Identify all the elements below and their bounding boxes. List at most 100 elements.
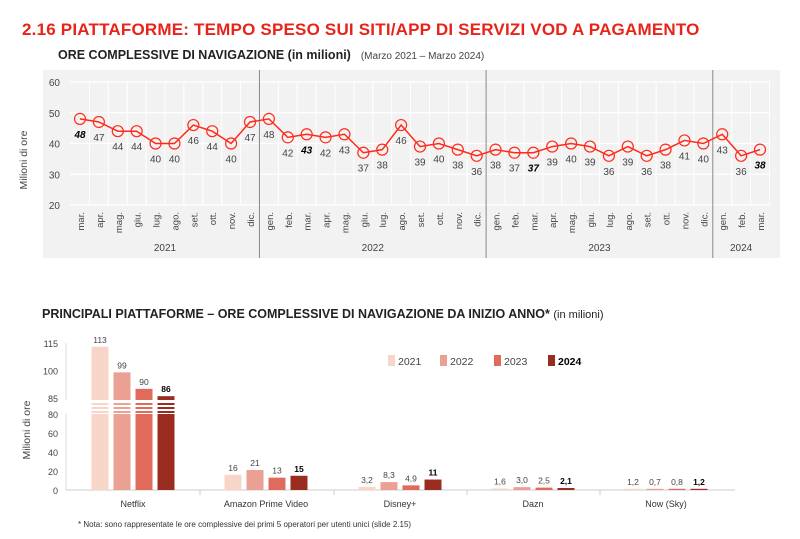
data-label: 21 xyxy=(250,458,260,468)
bar-chart-title-text: PRINCIPALI PIATTAFORME – ORE COMPLESSIVE… xyxy=(42,307,550,321)
bar-chart-unit: (in milioni) xyxy=(553,309,604,321)
x-tick-label: apr. xyxy=(548,212,559,228)
data-point xyxy=(659,143,672,156)
data-point xyxy=(678,134,691,147)
data-point xyxy=(583,140,597,153)
page-title: 2.16 PIATTAFORME: TEMPO SPESO SUI SITI/A… xyxy=(22,20,700,39)
x-tick-label: nov. xyxy=(680,212,691,229)
axis-break-stripe xyxy=(113,411,131,413)
data-label: 36 xyxy=(471,167,483,178)
bar xyxy=(690,488,708,490)
data-label: 40 xyxy=(226,155,238,166)
data-label: 40 xyxy=(150,155,162,166)
x-tick-label: mag. xyxy=(567,212,578,233)
data-point xyxy=(527,146,540,159)
data-label: 36 xyxy=(603,167,615,178)
year-label: 2023 xyxy=(588,243,611,254)
y-tick-label: 40 xyxy=(49,140,61,151)
x-tick-label: gen. xyxy=(492,212,503,231)
y-axis-label: Milioni di ore xyxy=(21,400,33,459)
line-chart-subtitle: (Marzo 2021 – Marzo 2024) xyxy=(360,51,485,62)
data-point xyxy=(640,149,653,162)
category-label: Amazon Prime Video xyxy=(224,499,308,509)
bar-upper xyxy=(113,372,131,400)
data-label: 0,7 xyxy=(649,477,661,487)
x-tick-label: dic. xyxy=(246,212,257,227)
data-label: 43 xyxy=(300,145,313,156)
bar xyxy=(646,488,664,490)
data-point xyxy=(149,137,162,150)
data-label: 38 xyxy=(490,161,502,172)
data-point xyxy=(716,128,729,141)
footnote: * Nota: sono rappresentate le ore comple… xyxy=(78,520,412,529)
x-tick-label: giu. xyxy=(359,212,370,227)
axis-break-stripe xyxy=(91,403,109,405)
data-label: 16 xyxy=(228,463,238,473)
axis-break-stripe xyxy=(113,407,131,409)
data-point xyxy=(319,131,332,144)
data-point xyxy=(357,146,370,159)
data-point xyxy=(735,149,748,162)
data-point xyxy=(262,112,275,126)
line-chart: 20 30 40 50 60 mar. apr. mag. giu. lug. ago. set. ot… xyxy=(18,70,780,258)
legend-label: 2022 xyxy=(450,356,474,368)
y-axis-label: Milioni di ore xyxy=(18,130,30,189)
data-point xyxy=(111,125,124,138)
data-label: 1,6 xyxy=(494,476,506,486)
legend-swatch xyxy=(494,355,501,366)
year-label: 2021 xyxy=(154,243,177,254)
data-label: 15 xyxy=(294,464,304,474)
y-tick-label: 80 xyxy=(48,410,58,420)
data-label: 11 xyxy=(429,468,438,478)
bar xyxy=(557,488,575,490)
data-point xyxy=(206,125,219,138)
legend-label: 2021 xyxy=(398,356,422,368)
bar xyxy=(246,470,264,490)
data-label: 86 xyxy=(161,384,171,394)
y-tick-label: 20 xyxy=(48,467,58,477)
x-tick-label: mar. xyxy=(303,212,314,230)
y-tick-label: 20 xyxy=(49,201,61,212)
x-tick-label: dic. xyxy=(473,212,484,227)
data-point xyxy=(565,137,578,150)
category-label: Netflix xyxy=(120,499,146,509)
data-point xyxy=(546,140,559,153)
legend-swatch xyxy=(440,355,447,366)
x-tick-label: nov. xyxy=(227,212,238,229)
x-tick-label: mar. xyxy=(76,212,87,230)
bar xyxy=(380,482,398,490)
x-tick-label: gen. xyxy=(265,212,276,231)
data-label: 37 xyxy=(528,164,540,175)
data-point xyxy=(168,137,181,150)
data-point xyxy=(508,146,521,159)
bar xyxy=(135,414,153,490)
axis-break-stripe xyxy=(113,403,131,405)
bar xyxy=(224,474,242,490)
category-label: Disney+ xyxy=(384,499,417,509)
data-point xyxy=(395,118,408,132)
x-tick-label: feb. xyxy=(510,212,521,228)
legend-swatch xyxy=(388,355,395,366)
x-tick-label: feb. xyxy=(284,212,295,228)
data-label: 2,5 xyxy=(538,476,550,486)
x-tick-label: mar. xyxy=(756,212,767,230)
data-label: 113 xyxy=(93,335,107,345)
x-tick-label: apr. xyxy=(95,212,106,228)
data-label: 0,8 xyxy=(671,477,683,487)
y-tick-label: 100 xyxy=(43,367,58,377)
y-tick-label: 60 xyxy=(48,429,58,439)
y-tick-label: 115 xyxy=(44,339,58,349)
bar xyxy=(668,488,686,490)
x-tick-label: nov. xyxy=(454,212,465,229)
data-label: 8,3 xyxy=(383,470,395,480)
bar xyxy=(424,479,442,490)
series-line xyxy=(79,118,761,157)
data-label: 40 xyxy=(169,155,181,166)
y-tick-label: 85 xyxy=(48,394,58,404)
x-tick-label: lug. xyxy=(152,212,163,227)
bar xyxy=(535,487,553,490)
x-tick-label: giu. xyxy=(133,212,144,227)
bar xyxy=(157,414,175,490)
data-label: 99 xyxy=(117,360,127,370)
bar xyxy=(290,475,308,490)
